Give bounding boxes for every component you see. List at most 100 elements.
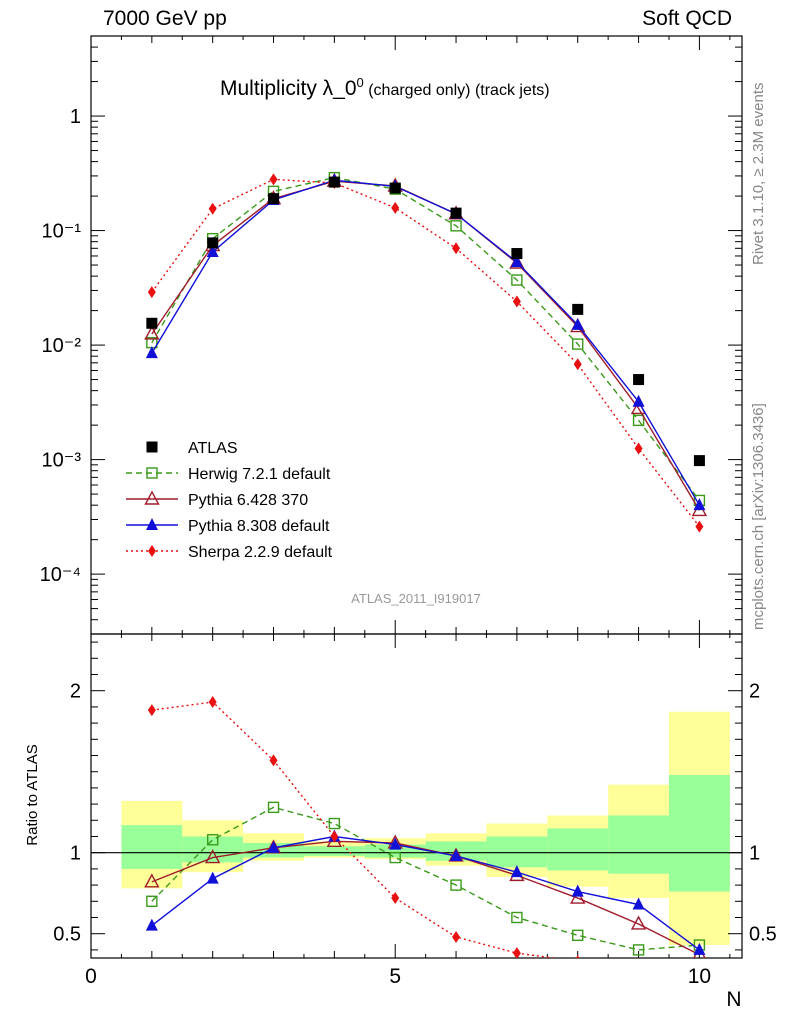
watermark: ATLAS_2011_I919017	[351, 591, 481, 606]
point-sherpa-5	[391, 201, 400, 214]
ratio-y-tick-label: 1	[70, 843, 81, 865]
legend-marker-atlas	[146, 441, 158, 453]
ratio-point-herwig-1	[146, 895, 158, 907]
header-left: 7000 GeV pp	[103, 7, 227, 30]
band-green-9	[608, 815, 669, 874]
side-label-rivet: Rivet 3.1.10, ≥ 2.3M events	[750, 83, 767, 266]
band-green-4	[303, 846, 365, 856]
point-herwig-8	[572, 338, 584, 350]
ratio-point-pythia6-8	[570, 889, 586, 904]
ratio-point-pythia8-1	[145, 918, 158, 931]
point-atlas-10	[693, 455, 705, 467]
point-atlas-7	[511, 248, 523, 260]
ratio-point-pythia8-3	[267, 840, 280, 853]
point-pythia8-2	[206, 244, 219, 257]
ratio-point-sherpa-8	[575, 955, 580, 958]
point-sherpa-8	[573, 358, 582, 371]
point-herwig-6	[450, 220, 462, 232]
legend: ATLAS Herwig 7.2.1 default Pythia 6.428 37…	[126, 440, 333, 561]
ratio-line-herwig	[151, 806, 700, 951]
ratio-point-pythia6-9	[630, 915, 647, 930]
point-pythia8-7	[510, 255, 523, 268]
legend-marker-herwig	[146, 467, 158, 479]
point-sherpa-7	[512, 295, 521, 308]
x-axis-label: N	[726, 988, 741, 1011]
ratio-point-pythia8-7	[510, 865, 523, 878]
ratio-point-sherpa-4	[330, 830, 339, 843]
point-atlas-9	[633, 374, 645, 386]
ratio-point-herwig-4	[328, 817, 341, 830]
series-line-sherpa	[151, 178, 700, 528]
ratio-point-herwig-7	[511, 911, 523, 924]
legend-marker-sherpa	[148, 545, 156, 557]
ratio-y-tick-label-right: 2	[749, 681, 760, 703]
point-sherpa-10	[695, 520, 704, 533]
ratio-line-pythia6	[151, 840, 700, 956]
ratio-point-sherpa-7	[512, 947, 521, 958]
legend-label-pythia8: Pythia 8.308 default	[188, 518, 330, 535]
ratio-point-herwig-2	[206, 834, 219, 846]
x-tick-label: 0	[85, 965, 97, 988]
point-sherpa-1	[147, 286, 156, 299]
series-line-herwig	[151, 176, 700, 501]
point-pythia8-8	[571, 317, 584, 330]
plot-title: Multiplicity λ_00 (charged only) (track …	[220, 70, 550, 104]
ratio-point-pythia6-1	[144, 873, 160, 888]
ratio-point-herwig-8	[572, 929, 584, 942]
band-green-8	[547, 828, 609, 871]
y-tick-label: 10⁻⁴	[40, 564, 81, 586]
point-sherpa-9	[634, 442, 643, 455]
point-sherpa-3	[269, 173, 278, 186]
ratio-line-pythia8	[151, 835, 700, 951]
ratio-point-pythia6-2	[205, 849, 221, 864]
ratio-line-sherpa	[151, 701, 559, 958]
legend-label-pythia6: Pythia 6.428 370	[188, 492, 308, 509]
ratio-point-pythia8-5	[389, 837, 402, 850]
ratio-bands	[121, 711, 730, 946]
ratio-frame	[90, 633, 743, 959]
legend-marker-pythia8	[146, 518, 158, 530]
point-atlas-1	[146, 317, 158, 329]
ratio-point-sherpa-3	[269, 754, 278, 767]
ratio-series-clipped	[144, 696, 706, 958]
x-tick-label: 5	[389, 965, 401, 988]
plot-title-main: Multiplicity λ_0	[220, 77, 357, 100]
ratio-series	[144, 696, 706, 958]
point-herwig-9	[632, 414, 645, 427]
ratio-point-sherpa-6	[452, 930, 461, 943]
point-atlas-6	[450, 207, 462, 219]
y-tick-label: 10⁻¹	[42, 221, 82, 243]
band-green-1	[121, 825, 183, 869]
side-label-mcplots: mcplots.cern.ch [arXiv:1306.3436]	[750, 403, 767, 630]
legend-label-atlas: ATLAS	[188, 440, 238, 457]
ratio-point-pythia8-10	[693, 942, 706, 955]
plot-title-sup: 0	[356, 75, 364, 90]
legend-label-sherpa: Sherpa 2.2.9 default	[188, 544, 333, 561]
plot-title-small: (charged only) (track jets)	[363, 82, 550, 99]
ratio-y-axis-label: Ratio to ATLAS	[24, 744, 41, 845]
ratio-point-pythia8-2	[206, 871, 219, 884]
point-atlas-5	[389, 182, 401, 194]
ratio-point-sherpa-2	[208, 696, 217, 709]
ratio-point-sherpa-5	[391, 892, 400, 905]
ratio-point-pythia8-9	[632, 897, 645, 910]
point-herwig-7	[511, 274, 523, 286]
point-atlas-3	[268, 193, 280, 205]
legend-label-herwig: Herwig 7.2.1 default	[188, 466, 331, 483]
ratio-point-sherpa-1	[147, 704, 156, 717]
y-tick-label: 10⁻²	[42, 335, 82, 357]
ratio-point-pythia8-8	[571, 884, 584, 897]
ratio-y-tick-label-right: 0.5	[749, 924, 777, 946]
ratio-point-herwig-9	[632, 944, 645, 956]
ratio-y-tick-label: 2	[70, 681, 81, 703]
series-line-pythia8	[151, 179, 701, 506]
ratio-point-herwig-5	[389, 851, 401, 864]
point-pythia8-9	[632, 394, 645, 407]
band-green-10	[668, 774, 730, 892]
ratio-y-tick-label: 0.5	[53, 924, 81, 946]
main-axes: 1 10⁻¹ 10⁻² 10⁻³ 10⁻⁴	[40, 35, 743, 635]
ratio-y-tick-label-right: 1	[749, 843, 760, 865]
series-line-pythia6	[151, 180, 701, 511]
ratio-point-herwig-3	[267, 801, 280, 814]
